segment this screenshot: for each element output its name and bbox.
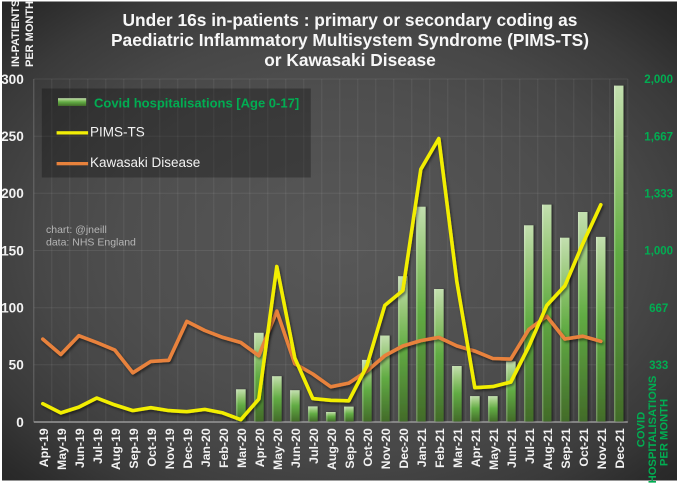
svg-text:Nov-19: Nov-19 [163,428,177,469]
svg-text:Sep-21: Sep-21 [559,428,573,468]
svg-text:Covid hospitalisations [Age 0-: Covid hospitalisations [Age 0-17] [94,95,299,110]
svg-text:May-20: May-20 [271,428,285,470]
svg-text:COVID: COVID [636,412,648,447]
svg-text:Jul-19: Jul-19 [91,428,105,464]
svg-text:Paediatric Inflammatory Multis: Paediatric Inflammatory Multisystem Synd… [111,30,589,50]
svg-text:Dec-21: Dec-21 [613,428,627,468]
svg-text:1,333: 1,333 [644,189,673,201]
svg-text:Apr-19: Apr-19 [37,428,51,467]
svg-text:Apr-20: Apr-20 [253,428,267,467]
svg-text:Jun-19: Jun-19 [73,428,87,468]
svg-text:PIMS-TS: PIMS-TS [90,125,145,140]
svg-text:Jun-21: Jun-21 [505,428,519,468]
svg-text:Mar-21: Mar-21 [451,428,465,468]
svg-text:Mar-20: Mar-20 [235,428,249,468]
svg-text:Jun-20: Jun-20 [289,428,303,468]
svg-text:100: 100 [1,301,24,316]
svg-text:HOSPITALISATIONS: HOSPITALISATIONS [647,375,659,483]
svg-text:2,000: 2,000 [644,74,673,86]
svg-text:Oct-19: Oct-19 [145,428,159,466]
svg-text:Oct-21: Oct-21 [577,428,591,466]
svg-text:Aug-20: Aug-20 [325,428,339,470]
svg-text:Apr-21: Apr-21 [469,428,483,467]
svg-text:Jul-20: Jul-20 [307,428,321,464]
svg-text:Nov-21: Nov-21 [595,428,609,469]
svg-text:May-19: May-19 [55,428,69,470]
svg-text:chart: @jneill: chart: @jneill [46,224,107,236]
svg-text:667: 667 [649,303,668,315]
svg-text:Feb-20: Feb-20 [217,428,231,468]
svg-text:Jul-21: Jul-21 [523,428,537,464]
svg-text:Kawasaki Disease: Kawasaki Disease [90,155,200,170]
svg-text:0: 0 [16,415,24,430]
svg-text:200: 200 [1,186,24,201]
svg-text:PER MONTH: PER MONTH [24,1,36,67]
svg-text:Aug-19: Aug-19 [109,428,123,470]
svg-text:Sep-19: Sep-19 [127,428,141,468]
svg-text:150: 150 [1,243,24,258]
svg-text:333: 333 [649,360,668,372]
svg-text:IN-PATIENTS: IN-PATIENTS [10,0,22,67]
svg-text:May-21: May-21 [487,428,501,470]
svg-text:250: 250 [1,129,24,144]
svg-text:Aug-21: Aug-21 [541,428,555,470]
svg-text:1,667: 1,667 [644,131,673,143]
svg-text:Feb-21: Feb-21 [433,428,447,468]
svg-text:Dec-20: Dec-20 [397,428,411,468]
svg-text:data: NHS England: data: NHS England [46,237,136,249]
svg-text:Jan-21: Jan-21 [415,428,429,467]
svg-text:1,000: 1,000 [644,246,673,258]
svg-text:50: 50 [9,358,24,373]
svg-text:or Kawasaki Disease: or Kawasaki Disease [264,50,436,70]
svg-text:Dec-19: Dec-19 [181,428,195,468]
svg-text:Oct-20: Oct-20 [361,428,375,466]
svg-text:Nov-20: Nov-20 [379,428,393,469]
svg-text:Jan-20: Jan-20 [199,428,213,467]
svg-text:PER MONTH: PER MONTH [659,399,671,466]
svg-text:Under 16s in-patients : primar: Under 16s in-patients : primary or secon… [123,10,578,30]
svg-text:300: 300 [1,72,24,87]
svg-text:Sep-20: Sep-20 [343,428,357,468]
